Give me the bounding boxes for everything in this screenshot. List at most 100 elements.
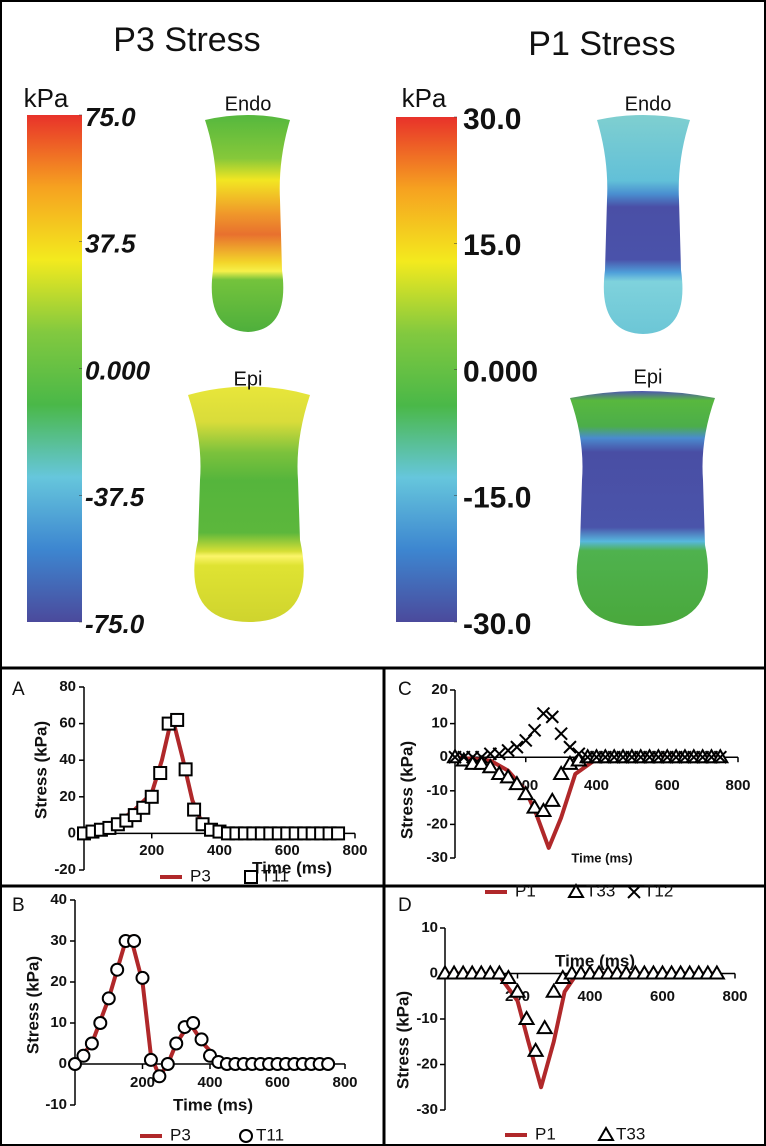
marker [111, 964, 123, 976]
x-tick-label: 600 [650, 988, 675, 1005]
annotation: Epi [234, 368, 263, 390]
colorbar [27, 115, 82, 622]
x-axis-label: Time (ms) [571, 850, 632, 865]
legend-label: T11 [256, 1125, 284, 1144]
x-tick-label: 600 [655, 777, 680, 794]
tick-label: 15.0 [463, 229, 521, 262]
marker [171, 714, 183, 726]
y-axis-label: Stress (kPa) [393, 991, 412, 1089]
figure: P3 StresskPa75.037.50.000-37.5-75.0EndoE… [0, 0, 766, 1146]
colorbar [396, 117, 457, 622]
marker [137, 972, 149, 984]
marker [188, 804, 200, 816]
x-tick-label: 800 [722, 988, 747, 1005]
unit-label: kPa [402, 83, 447, 113]
panel-letter: B [12, 895, 25, 916]
marker [529, 724, 541, 736]
tick-label: 30.0 [463, 103, 521, 136]
legend-label: T33 [616, 1124, 645, 1143]
y-tick-label: -20 [426, 815, 448, 832]
y-tick-label: 0 [59, 1055, 67, 1072]
tick-label: 0.000 [463, 355, 538, 388]
legend-label: P3 [170, 1125, 191, 1144]
marker [196, 1033, 208, 1045]
marker [240, 1130, 252, 1142]
marker [322, 1058, 334, 1070]
marker [245, 871, 257, 883]
series-line [75, 937, 328, 1076]
y-axis-label: Stress (kPa) [397, 741, 416, 839]
panel-title: P1 Stress [528, 25, 675, 63]
marker [545, 794, 559, 806]
legend-label: T11 [261, 866, 289, 885]
tick-label: -75.0 [85, 609, 145, 639]
y-tick-label: 40 [50, 891, 67, 908]
page: P3 StresskPa75.037.50.000-37.5-75.0EndoE… [0, 0, 766, 1146]
panel-letter: C [398, 679, 412, 700]
marker [538, 1021, 552, 1033]
y-tick-label: -30 [426, 849, 448, 866]
marker [153, 1070, 165, 1082]
tick-label: -15.0 [463, 482, 531, 515]
marker [103, 992, 115, 1004]
y-tick-label: 0 [68, 824, 76, 841]
panel-letter: A [12, 679, 25, 700]
epi-shape [570, 391, 715, 626]
marker [128, 935, 140, 947]
tick-label: -30.0 [463, 608, 531, 641]
x-axis-label: Time (ms) [173, 1095, 253, 1114]
x-axis-label: Time (ms) [555, 951, 635, 970]
x-tick-label: 800 [332, 1074, 357, 1091]
marker [86, 1038, 98, 1050]
y-tick-label: 10 [431, 715, 448, 732]
marker [555, 728, 567, 740]
marker [145, 1054, 157, 1066]
endo-shape [205, 115, 290, 332]
y-tick-label: 10 [50, 1014, 67, 1031]
annotation: Endo [225, 93, 272, 115]
endo-shape [597, 115, 690, 334]
x-tick-label: 800 [342, 842, 367, 859]
marker [547, 985, 561, 997]
tick-label: 37.5 [85, 229, 136, 259]
y-tick-label: -10 [45, 1096, 67, 1113]
y-tick-label: -10 [416, 1010, 438, 1027]
tick-label: -37.5 [85, 482, 145, 512]
legend-label: T33 [586, 881, 615, 900]
y-tick-label: -10 [426, 782, 448, 799]
y-tick-label: -20 [54, 861, 76, 878]
y-tick-label: 80 [59, 678, 76, 695]
panel-letter: D [398, 895, 412, 916]
marker [564, 741, 576, 753]
marker [187, 1017, 199, 1029]
y-tick-label: 30 [50, 932, 67, 949]
marker [77, 1050, 89, 1062]
x-tick-label: 400 [584, 777, 609, 794]
marker [180, 763, 192, 775]
y-tick-label: 10 [421, 919, 438, 936]
y-axis-label: Stress (kPa) [23, 956, 42, 1054]
annotation: Endo [625, 93, 672, 115]
x-tick-label: 400 [207, 842, 232, 859]
y-tick-label: -30 [416, 1101, 438, 1118]
legend-label: T12 [644, 881, 673, 900]
x-tick-label: 400 [197, 1074, 222, 1091]
y-tick-label: 20 [50, 973, 67, 990]
legend-label: P1 [535, 1124, 556, 1143]
tick-label: 0.000 [85, 355, 151, 385]
marker [94, 1017, 106, 1029]
tick-label: 75.0 [85, 102, 136, 132]
legend-label: P1 [515, 881, 536, 900]
y-tick-label: -20 [416, 1055, 438, 1072]
y-tick-label: 20 [431, 681, 448, 698]
x-tick-label: 200 [139, 842, 164, 859]
legend-label: P3 [190, 866, 211, 885]
marker [599, 1128, 613, 1140]
marker [170, 1038, 182, 1050]
x-tick-label: 200 [130, 1074, 155, 1091]
marker [332, 827, 344, 839]
marker [162, 1058, 174, 1070]
marker [146, 791, 158, 803]
y-axis-label: Stress (kPa) [31, 721, 50, 819]
x-tick-label: 600 [275, 842, 300, 859]
